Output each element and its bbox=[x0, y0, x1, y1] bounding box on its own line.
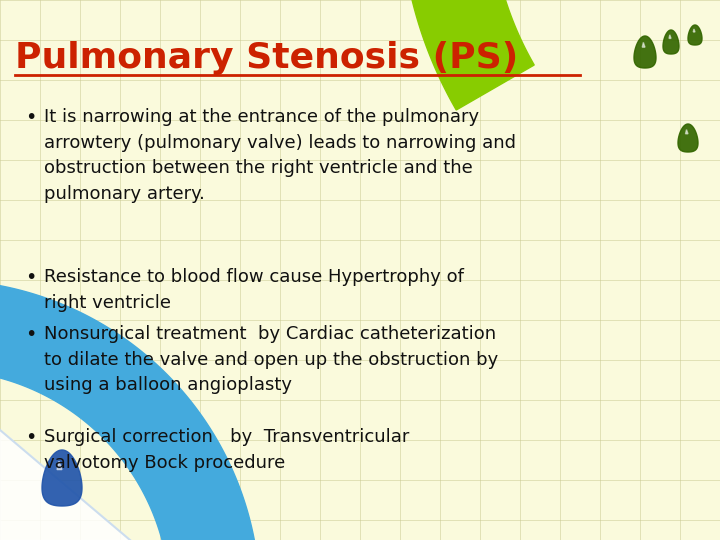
Text: Surgical correction   by  Transventricular
valvotomy Bock procedure: Surgical correction by Transventricular … bbox=[44, 428, 410, 472]
Polygon shape bbox=[634, 36, 656, 68]
Polygon shape bbox=[663, 30, 679, 54]
Polygon shape bbox=[693, 29, 695, 32]
Text: •: • bbox=[25, 428, 37, 447]
Polygon shape bbox=[688, 25, 702, 45]
Text: It is narrowing at the entrance of the pulmonary
arrowtery (pulmonary valve) lea: It is narrowing at the entrance of the p… bbox=[44, 108, 516, 203]
Text: Resistance to blood flow cause Hypertrophy of
right ventricle: Resistance to blood flow cause Hypertrop… bbox=[44, 268, 464, 312]
Polygon shape bbox=[669, 35, 671, 38]
Text: •: • bbox=[25, 268, 37, 287]
Polygon shape bbox=[42, 450, 82, 506]
Polygon shape bbox=[685, 130, 688, 134]
Text: Pulmonary Stenosis (PS): Pulmonary Stenosis (PS) bbox=[15, 41, 518, 75]
Polygon shape bbox=[678, 124, 698, 152]
Polygon shape bbox=[0, 430, 130, 540]
Polygon shape bbox=[400, 0, 720, 110]
Text: Nonsurgical treatment  by Cardiac catheterization
to dilate the valve and open u: Nonsurgical treatment by Cardiac cathete… bbox=[44, 325, 498, 394]
Text: •: • bbox=[25, 108, 37, 127]
Polygon shape bbox=[0, 285, 260, 540]
Polygon shape bbox=[642, 43, 645, 47]
Text: •: • bbox=[25, 325, 37, 344]
Polygon shape bbox=[57, 461, 62, 470]
